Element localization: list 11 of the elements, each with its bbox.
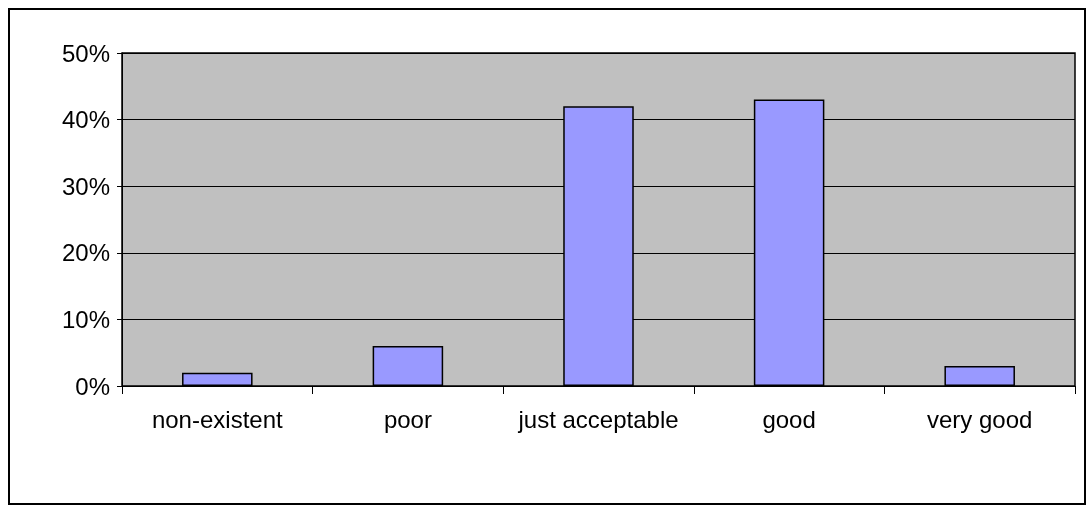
y-tick-label: 0%: [75, 372, 110, 400]
x-tick-label: just acceptable: [517, 405, 679, 433]
y-tick-label: 40%: [61, 106, 110, 134]
x-tick-label: good: [762, 405, 816, 433]
y-tick-label: 20%: [61, 239, 110, 267]
x-tick-label: very good: [927, 405, 1033, 433]
x-tick-label: poor: [383, 405, 432, 433]
y-tick-label: 30%: [61, 172, 110, 200]
y-tick-label: 50%: [61, 39, 110, 67]
x-tick-label: non-existent: [151, 405, 283, 433]
y-tick-label: 10%: [61, 305, 110, 333]
